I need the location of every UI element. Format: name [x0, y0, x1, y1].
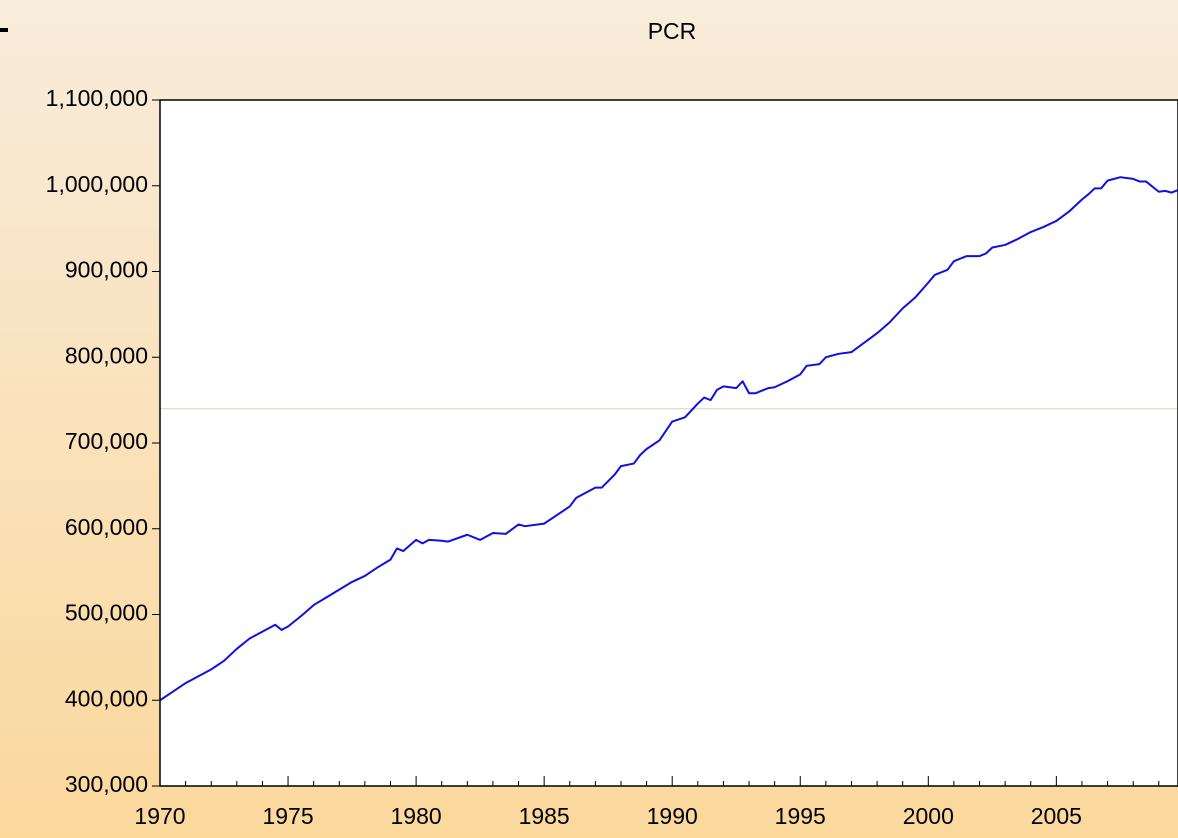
x-tick-label: 1975: [262, 803, 313, 829]
y-tick-label: 900,000: [65, 257, 148, 283]
y-tick-label: 400,000: [65, 685, 148, 711]
y-tick-label: 500,000: [65, 600, 148, 626]
plot-frame: [159, 99, 1178, 787]
corner-mark: [0, 28, 8, 32]
x-tick-label: 1990: [647, 803, 698, 829]
x-tick-label: 1980: [391, 803, 442, 829]
y-tick-label: 700,000: [65, 428, 148, 454]
y-tick-label: 1,000,000: [46, 171, 148, 197]
y-tick-label: 300,000: [65, 771, 148, 797]
y-tick-label: 800,000: [65, 342, 148, 368]
x-tick-label: 1995: [775, 803, 826, 829]
chart-title: PCR: [648, 18, 697, 44]
plot-area: [160, 100, 1178, 786]
line-series: [159, 176, 1178, 702]
y-tick-label: 1,100,000: [46, 85, 148, 111]
x-tick-label: 2000: [903, 803, 954, 829]
x-tick-label: 2005: [1031, 803, 1082, 829]
x-tick-label: 1970: [134, 803, 185, 829]
y-tick-label: 600,000: [65, 514, 148, 540]
x-tick-label: 1985: [519, 803, 570, 829]
